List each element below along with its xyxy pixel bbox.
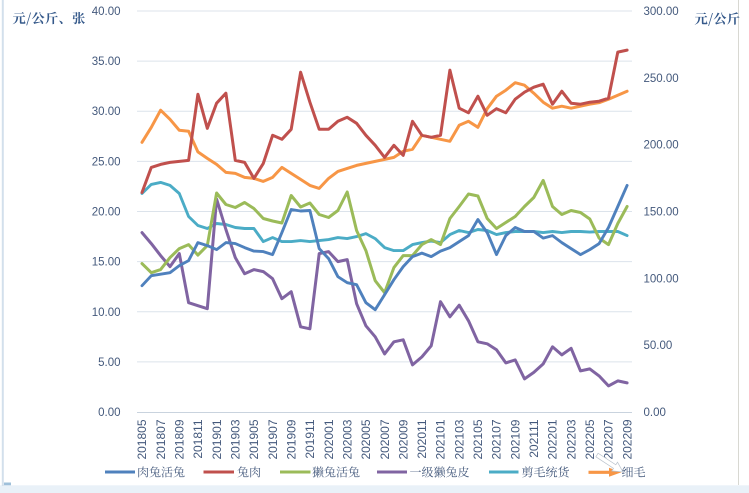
- svg-text:202001: 202001: [322, 419, 336, 459]
- svg-text:202107: 202107: [490, 419, 504, 459]
- svg-text:100.00: 100.00: [644, 273, 679, 285]
- svg-text:201901: 201901: [210, 419, 224, 459]
- svg-text:202101: 202101: [434, 419, 448, 459]
- svg-text:201905: 201905: [247, 419, 261, 459]
- svg-text:202009: 202009: [396, 419, 410, 459]
- svg-text:202201: 202201: [546, 419, 560, 459]
- svg-text:25.00: 25.00: [92, 156, 121, 168]
- svg-text:300.00: 300.00: [644, 6, 679, 18]
- svg-text:202207: 202207: [602, 419, 616, 459]
- svg-text:202007: 202007: [378, 419, 392, 459]
- svg-text:15.00: 15.00: [92, 257, 121, 269]
- svg-text:250.00: 250.00: [644, 73, 679, 85]
- svg-text:200.00: 200.00: [644, 140, 679, 152]
- svg-text:202103: 202103: [452, 419, 466, 459]
- svg-text:0.00: 0.00: [644, 407, 666, 419]
- svg-text:201909: 201909: [284, 419, 298, 459]
- svg-text:0.00: 0.00: [98, 407, 120, 419]
- svg-text:202109: 202109: [508, 419, 522, 459]
- svg-text:50.00: 50.00: [644, 340, 673, 352]
- svg-text:201907: 201907: [266, 419, 280, 459]
- svg-text:201903: 201903: [229, 419, 243, 459]
- svg-text:202011: 202011: [415, 419, 429, 458]
- svg-text:202003: 202003: [340, 419, 354, 459]
- svg-text:201809: 201809: [173, 419, 187, 459]
- svg-text:10.00: 10.00: [92, 307, 121, 319]
- svg-text:202203: 202203: [564, 419, 578, 459]
- svg-text:202105: 202105: [471, 419, 485, 459]
- svg-text:202111: 202111: [527, 419, 541, 458]
- svg-text:201911: 201911: [303, 419, 317, 458]
- svg-text:20.00: 20.00: [92, 207, 121, 219]
- svg-text:201805: 201805: [135, 419, 149, 459]
- svg-text:202005: 202005: [359, 419, 373, 459]
- svg-text:35.00: 35.00: [92, 56, 121, 68]
- svg-text:201807: 201807: [154, 419, 168, 459]
- svg-text:202205: 202205: [583, 419, 597, 459]
- svg-text:150.00: 150.00: [644, 207, 679, 219]
- svg-text:202209: 202209: [620, 419, 634, 459]
- svg-text:30.00: 30.00: [92, 106, 121, 118]
- svg-text:40.00: 40.00: [92, 6, 121, 18]
- svg-text:201811: 201811: [191, 419, 205, 458]
- svg-text:5.00: 5.00: [98, 357, 120, 369]
